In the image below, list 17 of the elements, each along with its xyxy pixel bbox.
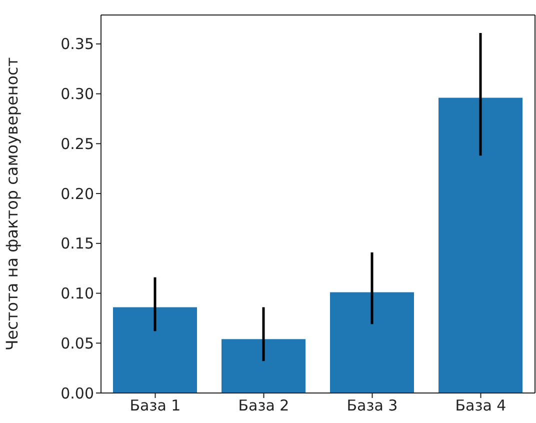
bar [330, 292, 414, 393]
x-tick-label: База 3 [346, 396, 398, 415]
y-axis-title: Честота на фактор самоувереност [2, 57, 22, 351]
bar [113, 307, 197, 393]
bar [222, 339, 306, 393]
x-tick-label: База 1 [130, 396, 181, 415]
y-tick-label: 0.30 [60, 85, 94, 104]
y-tick-label: 0.10 [60, 284, 94, 303]
y-tick-label: 0.20 [60, 184, 94, 203]
y-tick-label: 0.05 [60, 334, 94, 352]
y-tick-label: 0.35 [60, 35, 94, 54]
bar [438, 98, 522, 393]
x-tick-label: База 4 [455, 396, 506, 415]
y-tick-label: 0.25 [60, 134, 94, 153]
y-tick-label: 0.00 [60, 384, 94, 402]
x-tick-label: База 2 [238, 396, 290, 415]
y-tick-label: 0.15 [60, 234, 94, 253]
